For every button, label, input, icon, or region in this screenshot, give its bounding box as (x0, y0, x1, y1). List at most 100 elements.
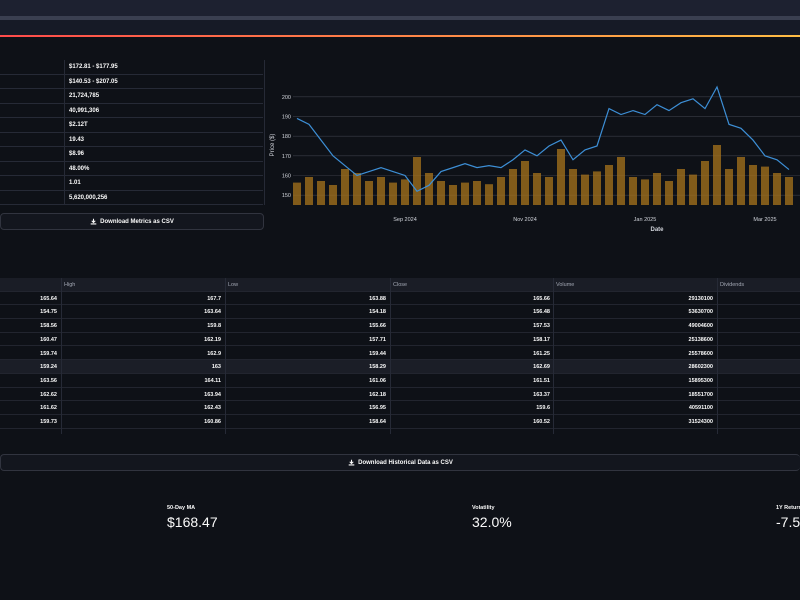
table-cell: 15895300 (688, 377, 713, 384)
y-tick-label: 190 (282, 114, 291, 120)
volume-bar (701, 161, 709, 205)
volume-bar (569, 169, 577, 205)
volume-bar (461, 182, 469, 205)
button-label: Download Historical Data as CSV (358, 459, 453, 466)
volume-bar (617, 157, 625, 205)
table-cell: 163.37 (533, 391, 550, 398)
download-metrics-button[interactable]: Download Metrics as CSV (0, 213, 264, 230)
volume-bar (437, 181, 445, 205)
table-row: 165.64 167.7 163.88 165.66 29130100 (0, 292, 800, 306)
table-cell: 161.06 (369, 377, 386, 384)
price-chart: 150 160 170 180 190 200 Sep 2024 Nov 2024 Jan 20… (270, 85, 800, 233)
download-history-button[interactable]: Download Historical Data as CSV (0, 454, 800, 471)
column-divider (225, 278, 226, 434)
stat-value: $168.47 (167, 514, 218, 530)
table-row: 162.62 163.94 162.18 163.37 18551700 (0, 388, 800, 402)
table-row: 159.74 162.9 159.44 161.25 25578600 (0, 347, 800, 361)
stat-label: Volatility (472, 505, 495, 511)
volume-bar (629, 177, 637, 205)
table-row: 159.73 160.86 158.64 160.52 31524300 (0, 415, 800, 429)
volume-bar (557, 149, 565, 205)
column-divider (390, 278, 391, 434)
y-tick-label: 180 (282, 134, 291, 140)
table-cell: 162.69 (533, 364, 550, 371)
metric-value: 5,620,000,256 (69, 194, 108, 201)
volume-bar (317, 181, 325, 205)
table-row: 159.24 163 158.29 162.69 28602300 (0, 360, 800, 374)
column-header: Volume (556, 282, 575, 288)
table-cell: 159.44 (369, 350, 386, 357)
volume-bar (389, 182, 397, 205)
table-cell: 154.75 (40, 309, 57, 316)
table-cell: 25578600 (688, 350, 713, 357)
volume-bar (377, 177, 385, 205)
column-header: Low (228, 282, 239, 288)
download-icon (348, 459, 355, 466)
volume-bar (413, 157, 421, 205)
download-icon (90, 218, 97, 225)
metric-value: 19.43 (69, 136, 85, 143)
table-cell: 49004600 (688, 323, 713, 330)
table-cell: 158.17 (533, 336, 550, 343)
table-cell: 167.7 (207, 295, 221, 302)
table-cell: 163.56 (40, 377, 57, 384)
volume-bar (449, 185, 457, 205)
table-header: High Low Close Volume Dividends (0, 278, 800, 292)
table-cell: 162.19 (204, 336, 221, 343)
x-tick-label: Mar 2025 (753, 217, 776, 223)
volume-bar (773, 173, 781, 205)
y-tick-label: 160 (282, 173, 291, 179)
table-cell: 160.47 (40, 336, 57, 343)
stat-value: 32.0% (472, 514, 512, 530)
table-cell: 161.25 (533, 350, 550, 357)
table-cell: 157.71 (369, 336, 386, 343)
table-cell: 164.11 (204, 377, 221, 384)
volume-bar (581, 174, 589, 205)
volume-bar (653, 173, 661, 205)
table-cell: 155.66 (369, 323, 386, 330)
metrics-row: 1.01 (0, 176, 263, 191)
table-cell: 53630700 (688, 309, 713, 316)
metrics-row: 40,991,306 (0, 104, 263, 118)
metric-value: $140.53 - $207.05 (69, 78, 118, 85)
volume-bar (605, 165, 613, 205)
metric-value: $172.81 - $177.95 (69, 64, 118, 70)
x-axis-label: Date (650, 227, 664, 233)
stat-label: 50-Day MA (167, 505, 196, 511)
column-header: High (64, 282, 76, 288)
volume-bar (785, 177, 793, 205)
table-cell: 159.73 (40, 419, 57, 425)
y-tick-label: 200 (282, 95, 291, 101)
column-header: Close (393, 282, 408, 288)
metric-value: $8.96 (69, 151, 85, 157)
metrics-row: 21,724,785 (0, 89, 263, 104)
y-tick-label: 150 (282, 193, 291, 199)
volume-bar (497, 177, 505, 205)
column-divider (553, 278, 554, 434)
table-row: 158.56 159.8 155.66 157.53 49004600 (0, 319, 800, 333)
volume-bar (689, 174, 697, 205)
metric-value: 48.00% (69, 165, 90, 172)
stat-label: 1Y Return (776, 505, 800, 511)
table-cell: 29130100 (688, 295, 713, 302)
y-tick-label: 170 (282, 154, 291, 160)
x-tick-label: Nov 2024 (513, 217, 537, 223)
table-cell: 159.8 (207, 323, 221, 330)
table-cell: 156.48 (533, 309, 550, 316)
volume-bar (353, 173, 361, 205)
volume-bar (401, 179, 409, 205)
column-header: Dividends (720, 282, 745, 288)
table-cell: 18551700 (688, 391, 713, 398)
volume-bar (725, 169, 733, 205)
stat-value: -7.5 (776, 514, 800, 530)
metrics-row: $140.53 - $207.05 (0, 75, 263, 89)
table-cell: 165.66 (533, 295, 550, 302)
table-cell: 163.88 (369, 295, 386, 302)
volume-bar (641, 179, 649, 205)
metrics-row: $8.96 (0, 147, 263, 162)
table-cell: 28602300 (688, 364, 713, 371)
table-row: 154.75 163.64 154.18 156.48 53630700 (0, 305, 800, 320)
metrics-row: 5,620,000,256 (0, 191, 263, 205)
volume-bar (329, 185, 337, 205)
metrics-row: 19.43 (0, 133, 263, 147)
